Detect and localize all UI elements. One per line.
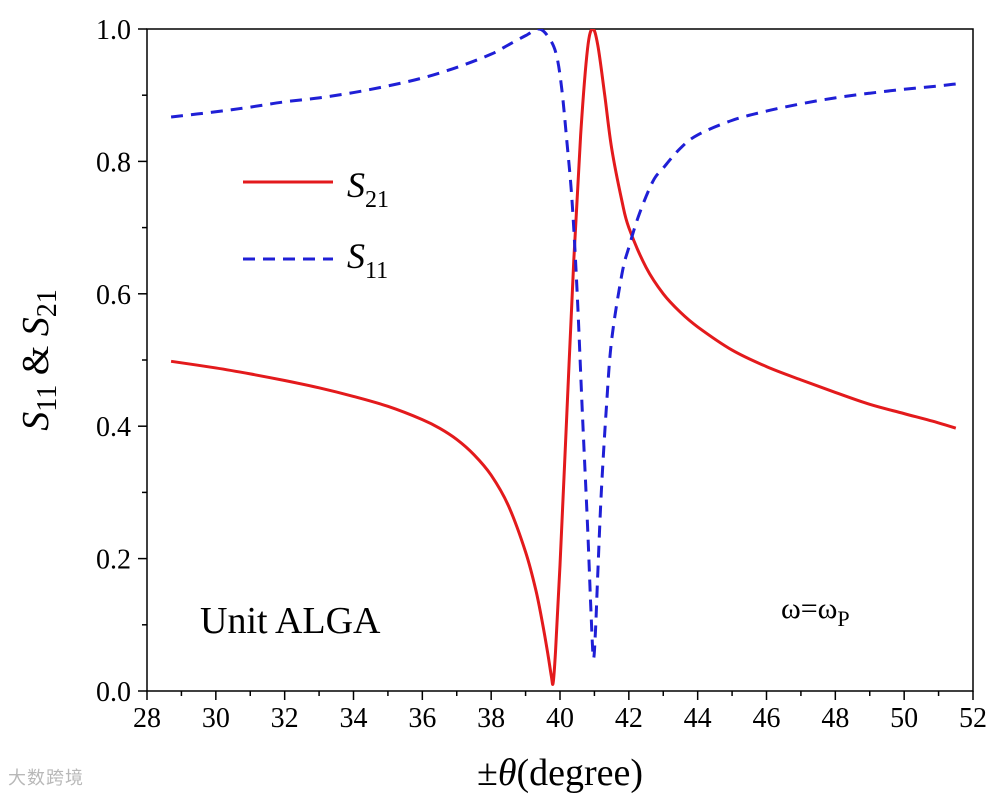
annotation-omega: ω=ωP bbox=[781, 592, 850, 631]
x-axis-title: ±θ(degree) bbox=[477, 752, 643, 794]
x-tick-label: 38 bbox=[477, 703, 505, 734]
series-line-s11 bbox=[170, 29, 956, 660]
x-axis-ticks: 28 30 32 34 36 38 40 42 44 46 48 50 52 bbox=[133, 691, 987, 734]
x-tick-label: 46 bbox=[753, 703, 781, 734]
x-tick-label: 52 bbox=[959, 703, 987, 734]
y-tick-label: 0.2 bbox=[96, 545, 131, 576]
x-tick-label: 30 bbox=[202, 703, 230, 734]
y-axis-title: S11 & S21 bbox=[15, 289, 63, 431]
x-tick-label: 48 bbox=[821, 703, 849, 734]
x-tick-label: 40 bbox=[546, 703, 574, 734]
legend-label-s21: S21 bbox=[347, 165, 389, 213]
x-tick-label: 42 bbox=[615, 703, 643, 734]
x-tick-label: 50 bbox=[890, 703, 918, 734]
y-tick-label: 0.8 bbox=[96, 147, 131, 178]
x-tick-label: 34 bbox=[340, 703, 368, 734]
y-tick-label: 0.6 bbox=[96, 280, 131, 311]
x-tick-label: 32 bbox=[271, 703, 299, 734]
y-tick-label: 0.4 bbox=[96, 412, 131, 443]
y-tick-label: 0.0 bbox=[96, 677, 131, 708]
annotation-unit-alga: Unit ALGA bbox=[200, 600, 381, 642]
x-tick-label: 44 bbox=[684, 703, 712, 734]
x-tick-label: 28 bbox=[133, 703, 161, 734]
y-axis-ticks: 0.0 0.2 0.4 0.6 0.8 1.0 bbox=[96, 15, 147, 708]
y-tick-label: 1.0 bbox=[96, 15, 131, 46]
watermark: 大数跨境 bbox=[8, 768, 84, 789]
x-tick-label: 36 bbox=[408, 703, 436, 734]
series-line-s21 bbox=[170, 29, 957, 686]
legend-label-s11: S11 bbox=[347, 236, 388, 284]
series-layer bbox=[170, 29, 957, 686]
legend: S21 S11 bbox=[243, 165, 389, 284]
